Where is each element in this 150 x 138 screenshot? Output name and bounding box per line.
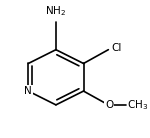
Text: N: N: [24, 86, 32, 96]
Text: O: O: [105, 100, 113, 110]
Text: NH$_2$: NH$_2$: [45, 4, 66, 18]
Text: Cl: Cl: [112, 43, 122, 53]
Text: CH$_3$: CH$_3$: [127, 98, 148, 112]
